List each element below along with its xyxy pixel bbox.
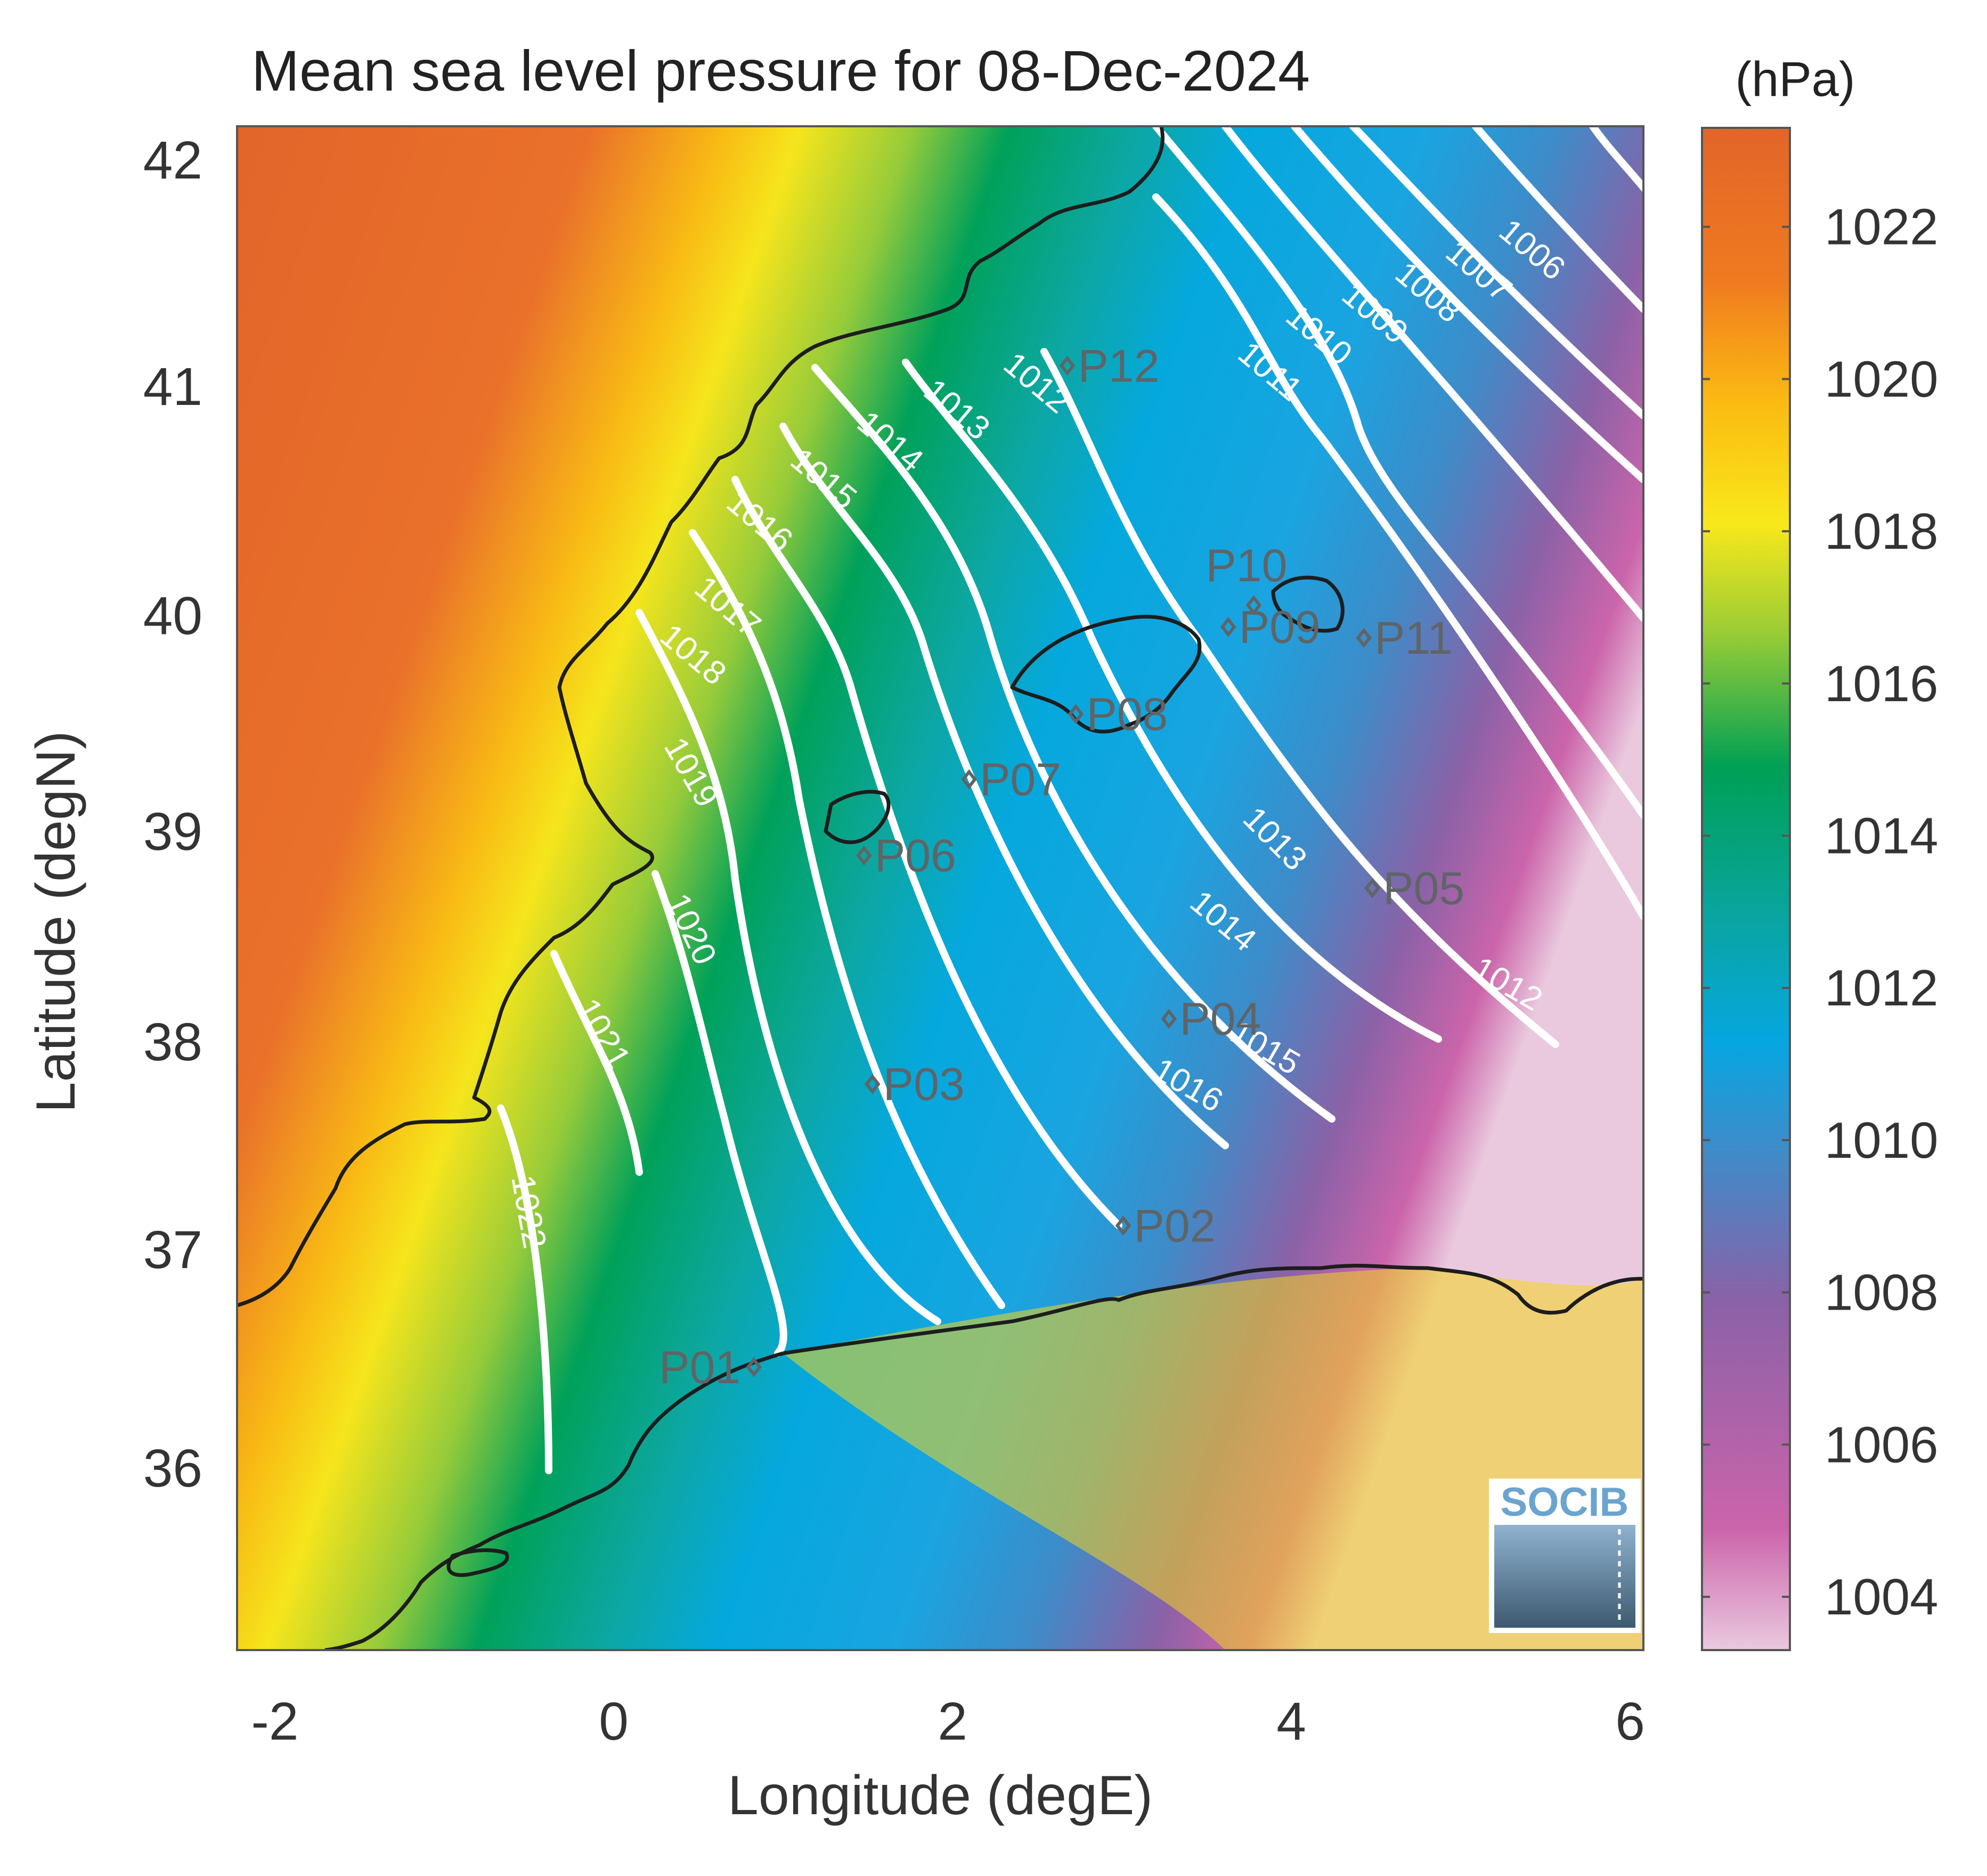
point-p12: P12 bbox=[1059, 340, 1160, 392]
point-label: P03 bbox=[883, 1059, 965, 1110]
point-marker-icon bbox=[746, 1357, 762, 1377]
point-marker-icon bbox=[1115, 1215, 1131, 1236]
point-marker-icon bbox=[961, 769, 977, 790]
x-tick-label: -2 bbox=[251, 1692, 299, 1751]
chart-title: Mean sea level pressure for 08-Dec-2024 bbox=[251, 38, 1310, 103]
point-p02: P02 bbox=[1115, 1200, 1216, 1252]
colorbar-tick-label: 1016 bbox=[1825, 655, 1939, 712]
colorbar-gradient bbox=[1701, 127, 1791, 1651]
x-tick-label: 4 bbox=[1276, 1692, 1306, 1751]
point-marker-icon bbox=[1059, 355, 1076, 376]
point-marker-icon bbox=[1245, 595, 1262, 615]
point-label: P02 bbox=[1134, 1200, 1216, 1252]
y-tick-label: 36 bbox=[143, 1439, 202, 1498]
point-label: P06 bbox=[875, 831, 956, 882]
colorbar-tick-label: 1014 bbox=[1825, 808, 1939, 865]
point-p07: P07 bbox=[961, 754, 1061, 806]
y-tick-label: 39 bbox=[143, 802, 202, 862]
colorbar-unit: (hPa) bbox=[1736, 52, 1855, 107]
point-p11: P11 bbox=[1356, 613, 1453, 664]
point-marker-icon bbox=[1356, 628, 1372, 648]
colorbar-tick-label: 1022 bbox=[1825, 199, 1939, 256]
point-p03: P03 bbox=[864, 1059, 965, 1110]
point-label: P11 bbox=[1374, 613, 1453, 664]
southern-sea-band bbox=[783, 1268, 1643, 1650]
y-tick-label: 40 bbox=[143, 586, 202, 646]
colorbar-tick-label: 1004 bbox=[1825, 1569, 1939, 1626]
point-p08: P08 bbox=[1068, 689, 1168, 740]
colorbar-tick-label: 1020 bbox=[1825, 351, 1939, 408]
point-p04: P04 bbox=[1161, 994, 1261, 1045]
colorbar-tick-label: 1012 bbox=[1825, 960, 1939, 1017]
point-label: P05 bbox=[1383, 863, 1464, 914]
point-marker-icon bbox=[1161, 1009, 1177, 1029]
point-p06: P06 bbox=[856, 831, 956, 882]
y-tick-label: 38 bbox=[143, 1012, 202, 1072]
point-label: P04 bbox=[1179, 994, 1261, 1045]
colorbar-tick-label: 1018 bbox=[1825, 503, 1939, 560]
y-axis-label: Latitude (degN) bbox=[25, 731, 87, 1113]
socib-logo: SOCIB bbox=[1489, 1479, 1641, 1633]
point-marker-icon bbox=[1364, 878, 1380, 898]
coastlines bbox=[237, 126, 1643, 1650]
point-label: P12 bbox=[1078, 340, 1160, 392]
colorbar-tick-label: 1008 bbox=[1825, 1264, 1939, 1321]
point-marker-icon bbox=[1220, 616, 1236, 637]
socib-logo-text: SOCIB bbox=[1501, 1480, 1629, 1525]
y-axis: 36 37 38 39 40 41 42 Latitude (degN) bbox=[25, 131, 202, 1498]
point-p01: P01 bbox=[659, 1342, 762, 1393]
point-label: P01 bbox=[659, 1342, 740, 1393]
x-tick-label: 2 bbox=[938, 1692, 967, 1751]
point-label: P10 bbox=[1206, 540, 1287, 591]
x-tick-label: 6 bbox=[1615, 1692, 1645, 1751]
colorbar: (hPa) 1004100610081010101210141016101810… bbox=[1701, 52, 1939, 1651]
y-tick-label: 42 bbox=[143, 131, 202, 190]
pressure-contours bbox=[497, 126, 1643, 1474]
map-area bbox=[237, 126, 1643, 1650]
x-axis-label: Longitude (degE) bbox=[728, 1765, 1153, 1826]
x-axis: -2 0 2 4 6 Longitude (degE) bbox=[251, 1692, 1645, 1826]
point-marker-icon bbox=[1068, 704, 1084, 724]
y-tick-label: 41 bbox=[143, 357, 202, 417]
point-marker-icon bbox=[864, 1074, 881, 1094]
y-tick-label: 37 bbox=[143, 1220, 202, 1280]
point-label: P07 bbox=[980, 754, 1061, 806]
point-label: P08 bbox=[1086, 689, 1168, 740]
x-tick-label: 0 bbox=[599, 1692, 629, 1751]
colorbar-tick-label: 1010 bbox=[1825, 1112, 1939, 1169]
colorbar-tick-label: 1006 bbox=[1825, 1416, 1939, 1473]
point-marker-icon bbox=[856, 845, 872, 866]
point-p10: P10 bbox=[1206, 540, 1287, 615]
colorbar-ticks: 1004 1006 1008 1010 1012 1014 1016 1018 1020 1022 bbox=[1702, 199, 1939, 1626]
point-p05: P05 bbox=[1364, 863, 1464, 914]
map-frame bbox=[236, 125, 1644, 1651]
